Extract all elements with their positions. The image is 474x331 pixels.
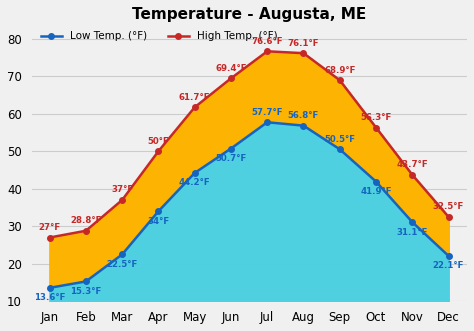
Text: 61.7°F: 61.7°F: [179, 93, 210, 102]
Text: 32.5°F: 32.5°F: [433, 202, 464, 211]
Text: 76.1°F: 76.1°F: [288, 39, 319, 48]
Text: 56.3°F: 56.3°F: [360, 113, 392, 122]
Text: 50.5°F: 50.5°F: [324, 135, 355, 144]
Text: 50.7°F: 50.7°F: [215, 154, 246, 163]
Text: 34°F: 34°F: [147, 217, 170, 226]
Text: 68.9°F: 68.9°F: [324, 66, 356, 75]
Legend: Low Temp. (°F), High Temp. (°F): Low Temp. (°F), High Temp. (°F): [37, 27, 282, 45]
Text: 43.7°F: 43.7°F: [396, 160, 428, 169]
Text: 50°F: 50°F: [147, 137, 169, 146]
Text: 31.1°F: 31.1°F: [397, 228, 428, 237]
Text: 37°F: 37°F: [111, 185, 133, 194]
Text: 22.1°F: 22.1°F: [433, 261, 464, 270]
Text: 69.4°F: 69.4°F: [215, 64, 247, 73]
Text: 27°F: 27°F: [38, 223, 61, 232]
Text: 57.7°F: 57.7°F: [252, 108, 283, 117]
Text: 76.6°F: 76.6°F: [252, 37, 283, 46]
Title: Temperature - Augusta, ME: Temperature - Augusta, ME: [132, 7, 366, 22]
Text: 56.8°F: 56.8°F: [288, 111, 319, 120]
Text: 41.9°F: 41.9°F: [360, 187, 392, 196]
Text: 22.5°F: 22.5°F: [107, 260, 138, 269]
Text: 15.3°F: 15.3°F: [70, 287, 101, 296]
Text: 28.8°F: 28.8°F: [70, 216, 101, 225]
Text: 13.6°F: 13.6°F: [34, 293, 65, 303]
Text: 44.2°F: 44.2°F: [179, 178, 210, 187]
